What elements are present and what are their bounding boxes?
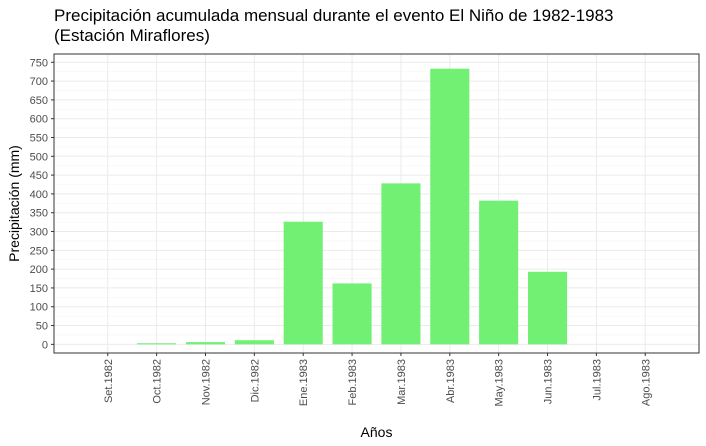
bar-oct-1982 <box>137 343 177 345</box>
minor-gridlines <box>54 71 699 336</box>
x-tick-label: Feb.1983 <box>347 359 359 405</box>
y-tick-label: 550 <box>30 132 48 144</box>
y-axis-title: Precipitación (mm) <box>6 145 22 262</box>
x-tick-label: Mar.1983 <box>396 359 408 405</box>
bar-ene-1983 <box>283 221 323 345</box>
x-axis: Set.1982 Oct.1982 Nov.1982 Dic.1982 Ene.1983… <box>103 353 652 407</box>
major-gridlines <box>54 54 699 353</box>
x-tick-label: Ene.1983 <box>298 359 310 406</box>
y-tick-label: 400 <box>30 189 48 201</box>
bar-jun-1983 <box>527 271 568 345</box>
y-tick-label: 0 <box>42 339 48 351</box>
y-tick-label: 150 <box>30 283 48 295</box>
y-tick-label: 450 <box>30 170 48 182</box>
y-tick-label: 50 <box>36 321 48 333</box>
x-axis-title: Años <box>361 424 393 440</box>
chart-title: Precipitación acumulada mensual durante … <box>54 6 613 46</box>
x-tick-label: Jul.1983 <box>591 359 603 401</box>
y-tick-label: 500 <box>30 151 48 163</box>
x-tick-label: Dic.1982 <box>249 359 261 402</box>
y-tick-label: 200 <box>30 264 48 276</box>
y-tick-label: 650 <box>30 95 48 107</box>
chart-title-line1: Precipitación acumulada mensual durante … <box>54 6 614 25</box>
y-tick-label: 250 <box>30 245 48 257</box>
y-axis: 0 50 100 150 200 250 300 350 400 450 500 550 600 650 7… <box>30 57 54 351</box>
x-tick-label: Abr.1983 <box>445 359 457 403</box>
y-tick-label: 750 <box>30 57 48 69</box>
y-tick-label: 600 <box>30 114 48 126</box>
x-tick-label: Nov.1982 <box>200 359 212 405</box>
bar-may-1983 <box>479 200 519 345</box>
panel-border <box>53 53 700 354</box>
x-tick-label: Set.1982 <box>103 359 115 403</box>
x-tick-label: May.1983 <box>494 359 506 407</box>
bar-feb-1983 <box>332 283 372 345</box>
y-tick-label: 100 <box>30 302 48 314</box>
bar-nov-1982 <box>185 342 226 345</box>
chart-title-line2: (Estación Miraflores) <box>54 26 210 45</box>
x-tick-label: Oct.1982 <box>152 359 164 404</box>
y-tick-label: 700 <box>30 76 48 88</box>
bar-mar-1983 <box>381 183 421 345</box>
bar-dic-1982 <box>234 340 274 345</box>
x-tick-label: Ago.1983 <box>640 359 652 406</box>
x-tick-label: Jun.1983 <box>543 359 555 404</box>
y-tick-label: 300 <box>30 227 48 239</box>
bar-abr-1983 <box>430 68 470 345</box>
y-tick-label: 350 <box>30 208 48 220</box>
bars <box>137 68 568 345</box>
